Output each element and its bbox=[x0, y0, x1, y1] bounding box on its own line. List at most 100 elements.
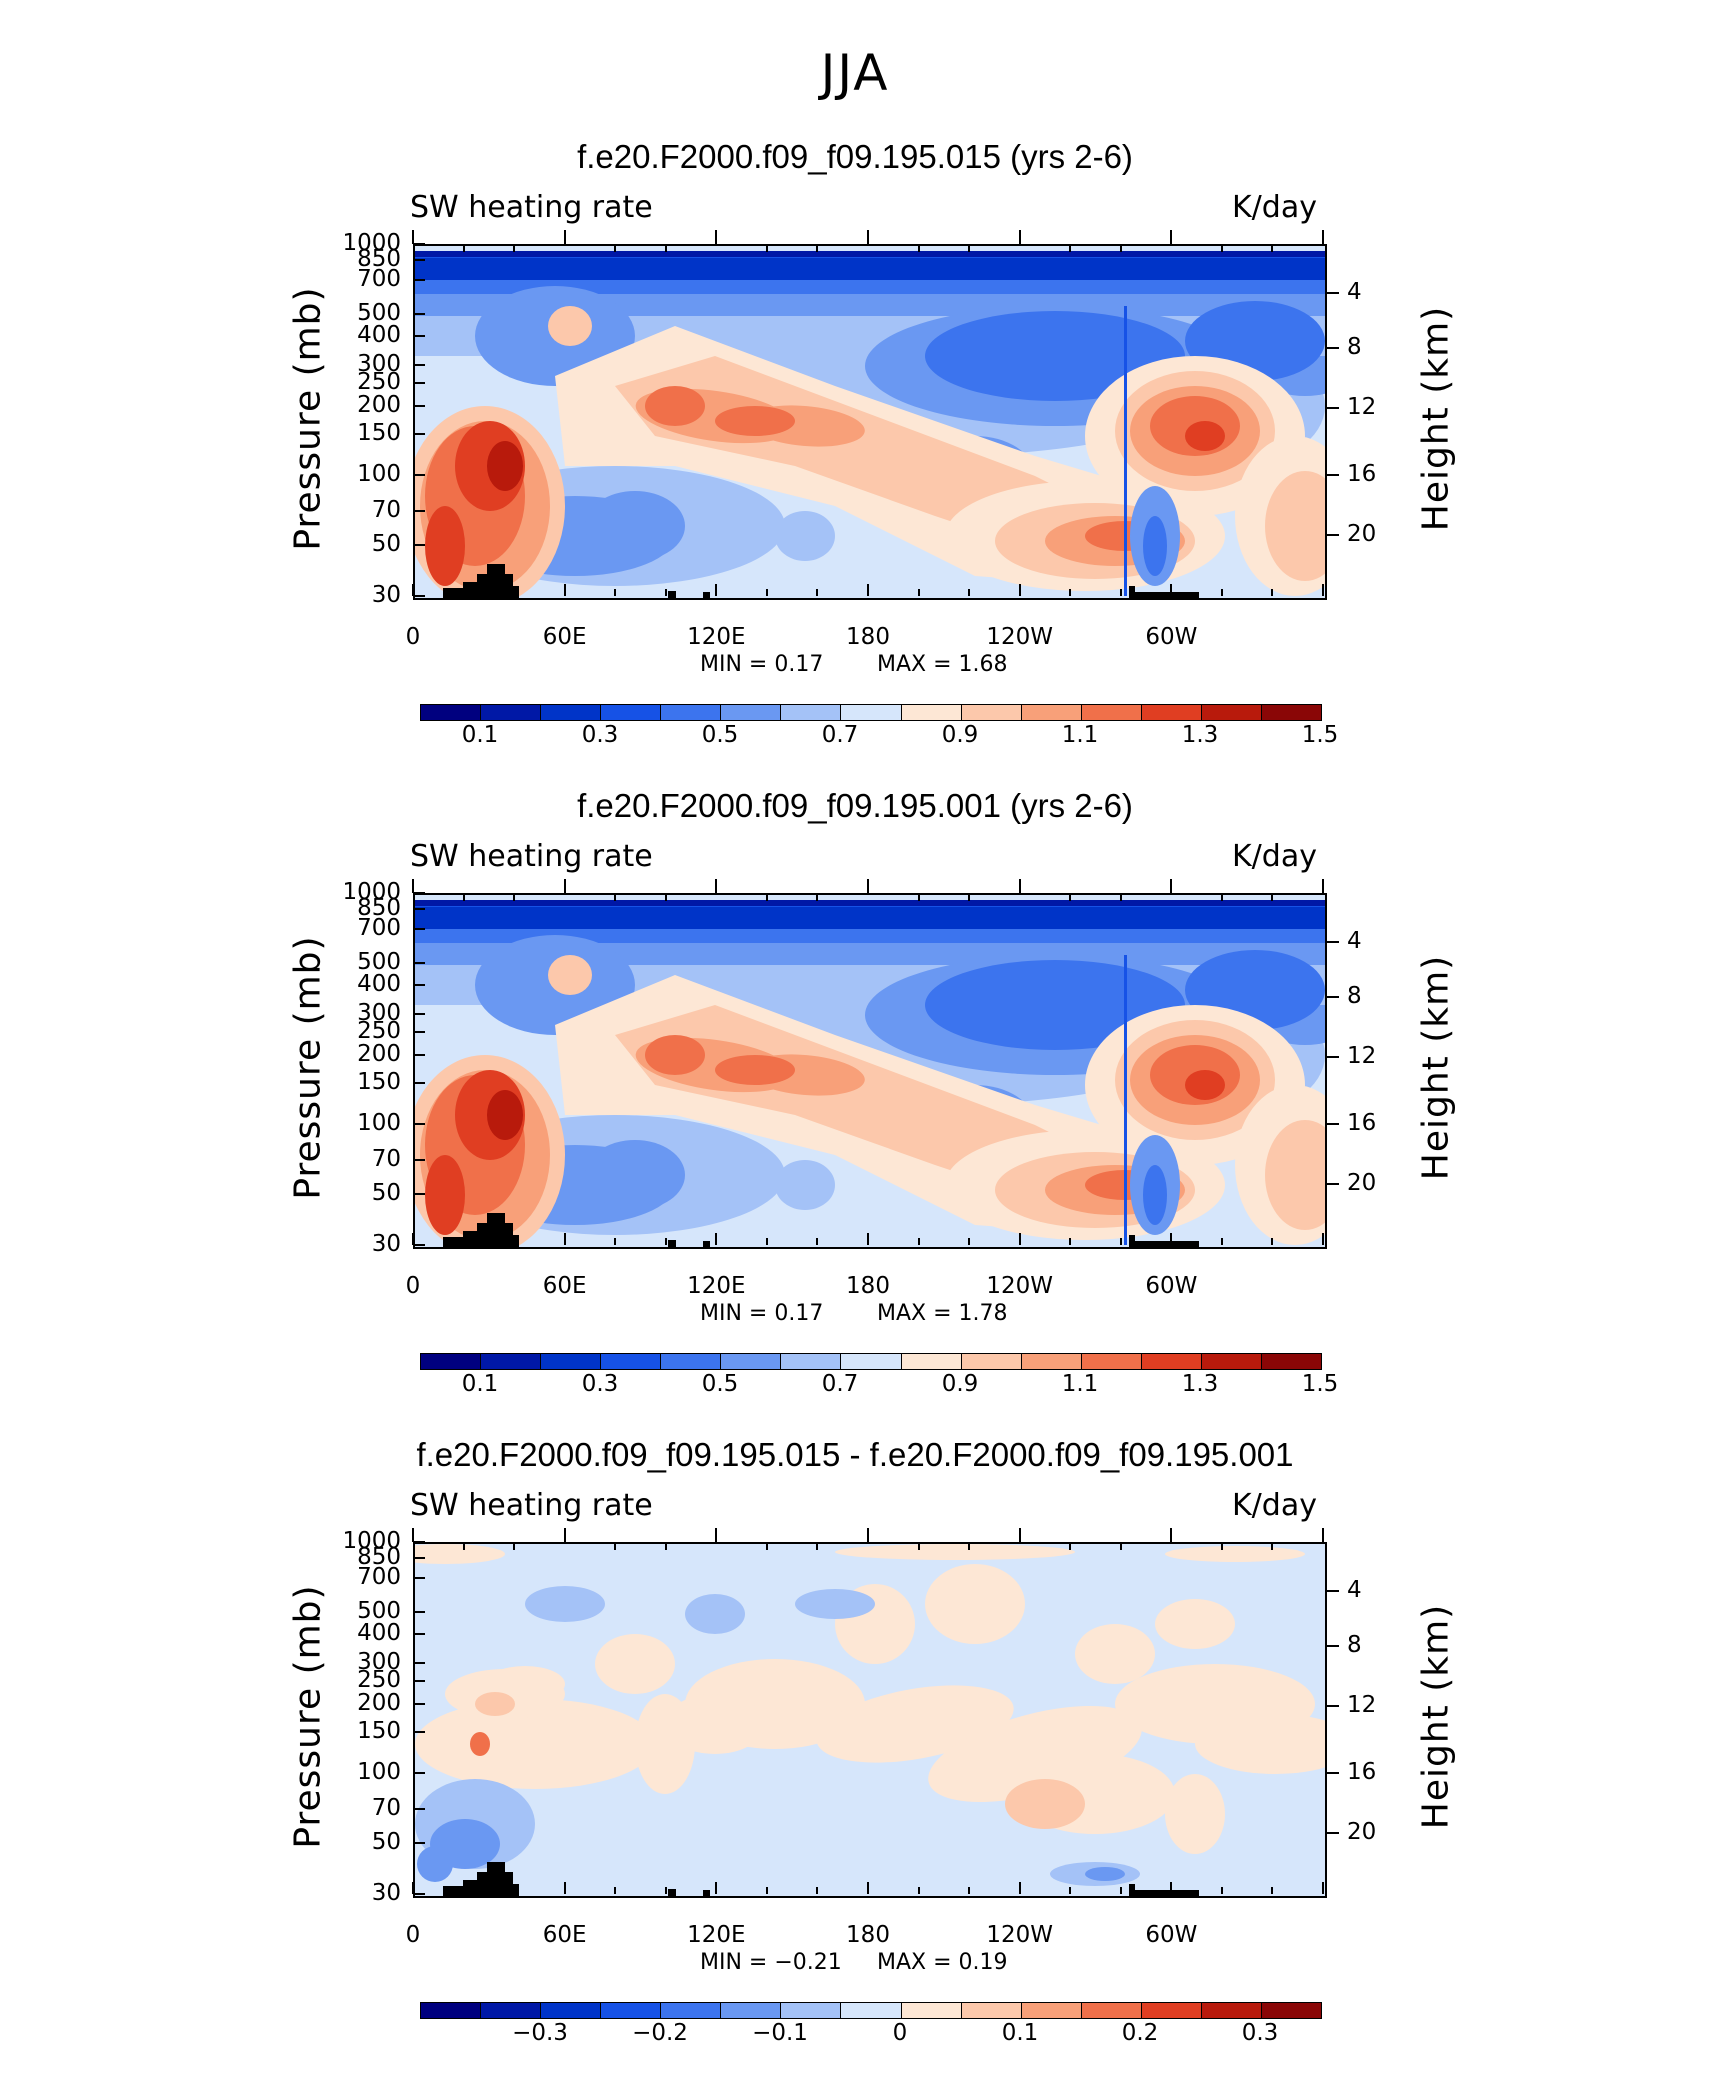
contour-region bbox=[485, 1666, 565, 1702]
pressure-tick-mark bbox=[413, 278, 425, 281]
lon-tick-mark bbox=[1170, 1233, 1173, 1245]
lon-tick-mark bbox=[614, 589, 617, 596]
topography bbox=[1129, 1235, 1199, 1247]
pressure-tick-label: 30 bbox=[371, 582, 401, 608]
lon-tick-mark bbox=[867, 1233, 869, 1245]
lon-tick-mark-top bbox=[867, 230, 869, 244]
lon-tick-mark bbox=[917, 1238, 920, 1245]
lon-tick-mark-top bbox=[1069, 893, 1072, 901]
left-string: SW heating rate bbox=[410, 190, 653, 225]
height-tick-label: 16 bbox=[1347, 1759, 1377, 1786]
left-string: SW heating rate bbox=[410, 1488, 653, 1523]
height-tick-label: 4 bbox=[1347, 278, 1362, 305]
colorbar-label: 0.7 bbox=[821, 1371, 859, 1397]
pressure-tick-label: 200 bbox=[357, 1689, 401, 1716]
contour-region bbox=[417, 1846, 453, 1882]
lon-tick-mark bbox=[1271, 1238, 1274, 1245]
height-tick-label: 8 bbox=[1347, 1631, 1362, 1658]
colorbar-label: 0.3 bbox=[1241, 2020, 1279, 2046]
pressure-tick-label: 50 bbox=[371, 1828, 401, 1855]
lon-tick-mark-top bbox=[765, 1542, 768, 1550]
y-axis-title-left: Pressure (mb) bbox=[287, 935, 329, 1200]
pressure-tick-mark bbox=[413, 1158, 425, 1161]
pressure-tick-label: 500 bbox=[357, 948, 401, 975]
pressure-tick-mark bbox=[413, 961, 425, 964]
pressure-tick-label: 250 bbox=[357, 1018, 401, 1045]
lon-tick-mark-top bbox=[715, 1528, 718, 1542]
colorbar-swatch bbox=[1021, 1354, 1082, 1369]
left-string: SW heating rate bbox=[410, 839, 653, 874]
colorbar-swatch bbox=[1081, 705, 1142, 720]
upper-band bbox=[415, 895, 1325, 900]
pressure-tick-mark bbox=[413, 259, 425, 262]
colorbar-swatch bbox=[661, 705, 722, 720]
pressure-tick-mark bbox=[413, 1541, 425, 1543]
lon-tick-label: 60W bbox=[1145, 1922, 1198, 1948]
contour-field bbox=[415, 895, 1325, 1247]
lon-tick-mark-top bbox=[917, 244, 920, 252]
lon-tick-mark bbox=[1220, 1238, 1223, 1245]
contour-region bbox=[1195, 1714, 1325, 1774]
lon-tick-mark-top bbox=[412, 230, 414, 244]
front-line bbox=[1124, 955, 1127, 1245]
colorbar-swatch bbox=[961, 2003, 1022, 2018]
lon-tick-label: 60E bbox=[542, 624, 587, 650]
pressure-tick-mark bbox=[413, 433, 425, 436]
pressure-tick-label: 400 bbox=[357, 970, 401, 997]
pressure-tick-mark bbox=[413, 892, 425, 894]
pressure-tick-mark bbox=[413, 983, 425, 986]
lon-tick-mark bbox=[765, 1238, 768, 1245]
height-tick-label: 8 bbox=[1347, 333, 1362, 360]
lon-tick-mark bbox=[563, 1233, 566, 1245]
pressure-tick-mark bbox=[413, 1731, 425, 1734]
contour-region bbox=[835, 1544, 1075, 1560]
lon-tick-mark-top bbox=[1220, 893, 1223, 901]
upper-band bbox=[415, 251, 1325, 257]
lon-tick-mark-top bbox=[1322, 1528, 1324, 1542]
colorbar-swatch bbox=[841, 705, 902, 720]
pressure-tick-label: 850 bbox=[357, 895, 401, 922]
pressure-tick-mark bbox=[413, 1576, 425, 1579]
lon-tick-mark-top bbox=[563, 1528, 566, 1542]
topography bbox=[443, 1862, 519, 1896]
colorbar-label: 1.5 bbox=[1301, 1371, 1339, 1397]
colorbar-swatch bbox=[601, 705, 662, 720]
contour-region bbox=[585, 1140, 685, 1210]
pressure-tick-label: 300 bbox=[357, 350, 401, 377]
lon-tick-mark bbox=[1119, 1238, 1122, 1245]
colorbar-label: 0.9 bbox=[941, 722, 979, 748]
lon-tick-mark bbox=[1322, 1882, 1324, 1894]
lon-tick-mark bbox=[664, 1887, 667, 1894]
height-tick-label: 20 bbox=[1347, 521, 1377, 548]
height-tick-label: 4 bbox=[1347, 1576, 1362, 1603]
min-value-text: MIN = 0.17 bbox=[700, 1301, 824, 1326]
topography bbox=[668, 1889, 676, 1896]
lon-tick-mark-top bbox=[867, 879, 869, 893]
colorbar-swatch bbox=[661, 2003, 722, 2018]
pressure-tick-mark bbox=[413, 1031, 425, 1034]
lon-tick-mark bbox=[765, 589, 768, 596]
height-tick-label: 20 bbox=[1347, 1170, 1377, 1197]
height-tick-mark bbox=[1325, 291, 1339, 294]
height-tick-label: 16 bbox=[1347, 1110, 1377, 1137]
lon-tick-label: 60W bbox=[1145, 1273, 1198, 1299]
lon-tick-mark-top bbox=[917, 893, 920, 901]
colorbar-label: 0.5 bbox=[701, 1371, 739, 1397]
contour-region bbox=[1085, 1867, 1125, 1881]
pressure-tick-label: 50 bbox=[371, 530, 401, 557]
lon-tick-mark-top bbox=[1069, 1542, 1072, 1550]
colorbar-swatch bbox=[1141, 705, 1202, 720]
topography bbox=[443, 564, 519, 598]
colorbar-label: 1.5 bbox=[1301, 722, 1339, 748]
colorbar-swatch bbox=[601, 1354, 662, 1369]
pressure-tick-mark bbox=[413, 1192, 425, 1195]
lon-tick-mark bbox=[867, 584, 869, 596]
lon-tick-label: 60E bbox=[542, 1922, 587, 1948]
colorbar-swatch bbox=[481, 705, 542, 720]
contour-region bbox=[595, 1634, 675, 1694]
lon-tick-mark bbox=[1018, 1882, 1021, 1894]
pressure-tick-mark bbox=[413, 1680, 425, 1683]
pressure-tick-label: 100 bbox=[357, 461, 401, 488]
pressure-tick-mark bbox=[413, 595, 425, 597]
lon-tick-mark bbox=[412, 584, 414, 596]
